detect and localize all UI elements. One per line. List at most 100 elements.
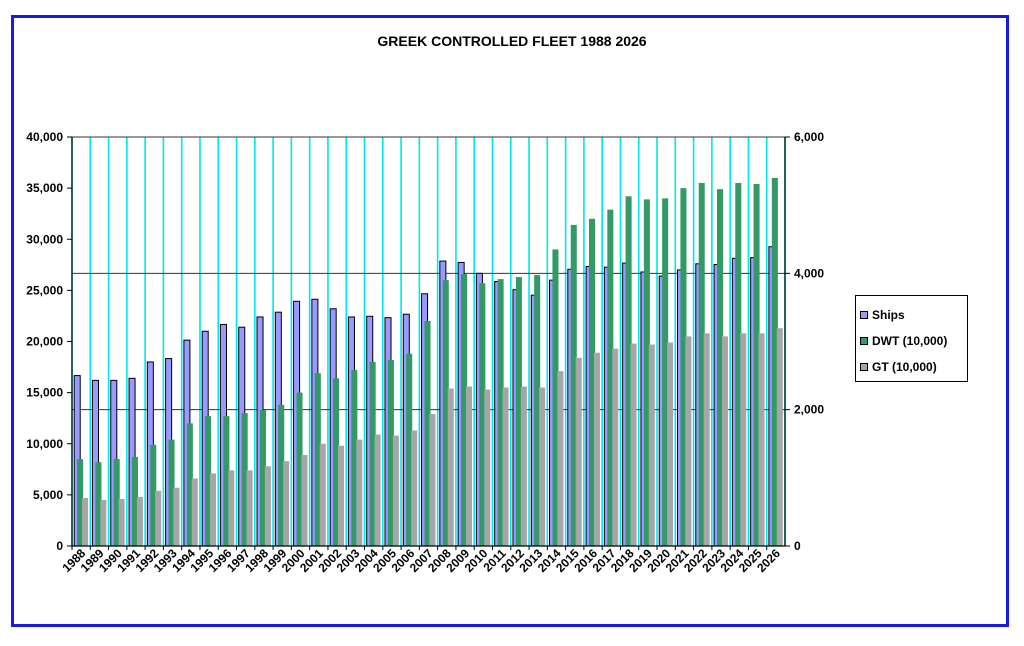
- left-tick-label: 0: [56, 539, 63, 553]
- bar-dwt-2005: [387, 359, 394, 546]
- bar-dwt-2012: [515, 277, 522, 546]
- bar-dwt-1996: [223, 416, 230, 546]
- bar-gt-1988: [82, 497, 89, 546]
- legend-label-ships: Ships: [872, 308, 905, 322]
- bar-dwt-2019: [643, 199, 650, 546]
- bar-dwt-2023: [716, 189, 724, 546]
- bar-dwt-2022: [698, 183, 705, 546]
- bar-gt-2023: [721, 336, 728, 546]
- bar-gt-2008: [447, 388, 454, 546]
- bar-dwt-2011: [497, 279, 504, 546]
- bar-gt-1993: [173, 487, 180, 546]
- bar-dwt-2014: [552, 249, 559, 546]
- bar-gt-2017: [612, 348, 619, 546]
- bar-gt-1996: [228, 470, 235, 546]
- bar-dwt-1989: [95, 462, 102, 546]
- left-tick-label: 30,000: [26, 232, 63, 246]
- bar-dwt-1992: [150, 444, 157, 546]
- bar-gt-1994: [191, 478, 198, 546]
- bar-gt-2021: [685, 336, 692, 546]
- bar-gt-2000: [301, 454, 308, 546]
- legend-swatch-gt: [860, 363, 868, 371]
- bar-dwt-1991: [131, 457, 138, 546]
- bar-gt-2026: [776, 328, 783, 546]
- bar-gt-2014: [557, 371, 564, 546]
- bar-gt-1989: [100, 499, 107, 546]
- bar-dwt-2007: [424, 321, 431, 546]
- bar-dwt-2003: [351, 370, 358, 546]
- bar-dwt-2010: [479, 283, 486, 546]
- bar-gt-2006: [411, 430, 418, 546]
- bar-dwt-2026: [771, 177, 778, 546]
- bar-dwt-1998: [259, 410, 266, 546]
- bar-gt-2015: [575, 357, 582, 546]
- bar-gt-2022: [703, 333, 710, 546]
- legend: Ships DWT (10,000) GT (10,000): [855, 295, 968, 382]
- bar-gt-2007: [429, 414, 436, 546]
- bar-gt-2009: [465, 386, 473, 546]
- bar-gt-1990: [118, 498, 125, 546]
- left-tick-label: 15,000: [26, 386, 63, 400]
- right-tick-label: 6,000: [794, 130, 824, 144]
- legend-swatch-ships: [860, 311, 868, 319]
- bar-gt-2020: [667, 342, 674, 546]
- legend-label-dwt: DWT (10,000): [872, 334, 948, 348]
- left-tick-label: 40,000: [26, 130, 63, 144]
- bar-dwt-2017: [607, 209, 614, 546]
- bar-gt-2024: [740, 333, 747, 546]
- legend-label-gt: GT (10,000): [872, 360, 937, 374]
- bar-dwt-2009: [461, 274, 468, 546]
- bar-gt-2013: [539, 387, 546, 546]
- bar-gt-2016: [593, 352, 600, 546]
- bar-gt-2003: [356, 439, 363, 546]
- bar-dwt-1988: [77, 459, 84, 546]
- bar-gt-1991: [136, 496, 143, 546]
- bar-dwt-2018: [625, 196, 632, 546]
- bar-dwt-2024: [735, 183, 742, 546]
- left-tick-label: 5,000: [33, 488, 63, 502]
- bar-gt-2010: [484, 389, 491, 546]
- bar-dwt-1990: [113, 459, 120, 546]
- vertical-gridlines: [71, 137, 786, 546]
- bar-dwt-2008: [442, 280, 449, 546]
- legend-item-ships: Ships: [860, 302, 963, 328]
- legend-item-gt: GT (10,000): [860, 354, 963, 380]
- bar-gt-1992: [155, 490, 162, 546]
- right-tick-label: 2,000: [794, 403, 824, 417]
- bar-dwt-2021: [680, 188, 687, 546]
- bar-dwt-2013: [534, 275, 541, 546]
- bar-dwt-2015: [570, 224, 577, 546]
- bar-gt-2012: [520, 386, 527, 546]
- bar-dwt-2025: [753, 184, 760, 546]
- chart-frame: [11, 15, 1009, 627]
- bar-gt-2019: [648, 344, 655, 546]
- bar-dwt-2016: [589, 218, 596, 547]
- bar-gt-1999: [283, 461, 290, 546]
- bar-dwt-2000: [296, 392, 303, 546]
- left-axis-ticks: 0 5,000 10,000 15,000 20,000 25,000 30,000 35,0…: [26, 130, 72, 553]
- bar-dwt-2004: [369, 361, 376, 546]
- bar-dwt-2001: [314, 373, 321, 546]
- bar-dwt-1997: [241, 413, 248, 546]
- bar-gt-1995: [210, 473, 217, 546]
- right-tick-label: 4,000: [794, 266, 824, 280]
- bar-gt-1997: [246, 470, 253, 546]
- bar-gt-2002: [338, 445, 345, 546]
- left-tick-label: 20,000: [26, 335, 63, 349]
- left-tick-label: 35,000: [26, 181, 63, 195]
- bar-dwt-2006: [406, 353, 413, 546]
- bar-dwt-1993: [168, 439, 175, 546]
- bar-dwt-2020: [662, 198, 669, 546]
- bar-gt-2004: [374, 434, 381, 546]
- left-tick-label: 10,000: [26, 437, 63, 451]
- left-tick-label: 25,000: [26, 283, 63, 297]
- bar-gt-1998: [264, 466, 271, 546]
- bar-gt-2018: [630, 343, 637, 546]
- bar-dwt-1994: [186, 423, 193, 546]
- bar-dwt-1999: [278, 404, 285, 546]
- bar-gt-2025: [758, 333, 765, 546]
- x-axis-ticks: 1988198919901991199219931994199519961997…: [59, 546, 783, 575]
- legend-swatch-dwt: [860, 337, 868, 345]
- bar-gt-2005: [392, 435, 399, 546]
